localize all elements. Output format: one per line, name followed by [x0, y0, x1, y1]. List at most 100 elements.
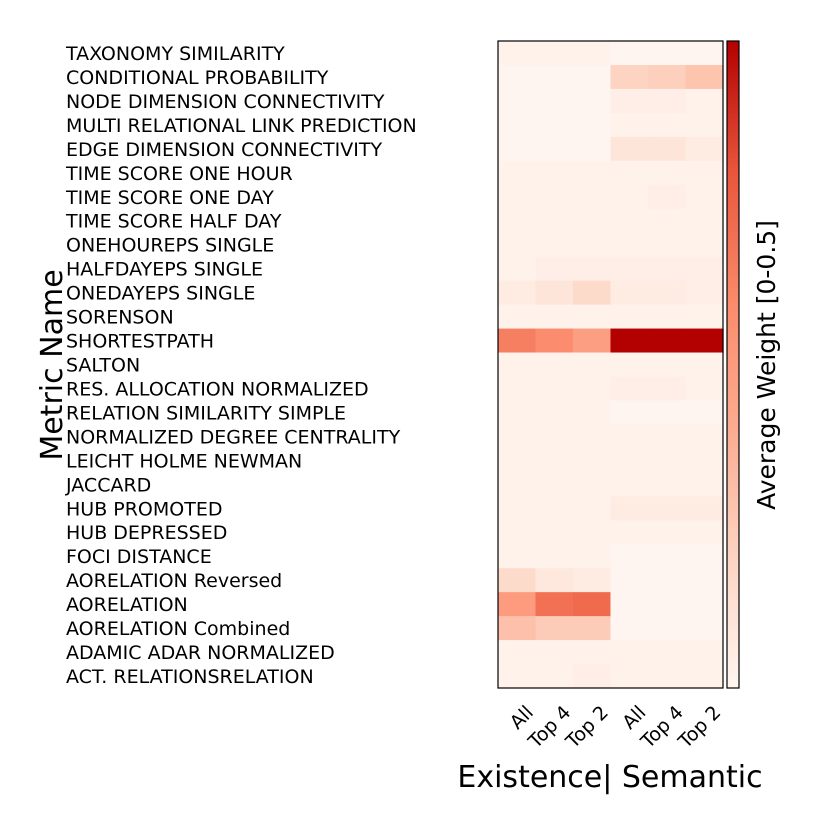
heatmap-cell [498, 520, 537, 545]
row-label: NORMALIZED DEGREE CENTRALITY [66, 426, 401, 448]
heatmap-cell [573, 208, 612, 234]
heatmap-cell [498, 352, 537, 378]
heatmap-cell [535, 544, 574, 569]
heatmap-cells [498, 41, 724, 689]
y-axis-title: Metric Name [35, 269, 70, 460]
heatmap-cell [535, 352, 574, 378]
row-label: LEICHT HOLME NEWMAN [66, 450, 302, 472]
heatmap-cell [685, 616, 724, 641]
row-label: CONDITIONAL PROBABILITY [66, 67, 329, 89]
heatmap-cell [535, 88, 574, 114]
column-label: Top 2 [674, 702, 726, 754]
heatmap-cell [498, 88, 537, 114]
heatmap-cell [648, 112, 687, 138]
heatmap-cell [535, 208, 574, 234]
heatmap-cell [535, 376, 574, 402]
row-label: HUB PROMOTED [66, 498, 222, 520]
heatmap-cell [573, 112, 612, 138]
heatmap-cell [610, 232, 649, 258]
heatmap-cell [648, 424, 687, 449]
heatmap-cell [685, 568, 724, 593]
colorbar [726, 40, 740, 689]
row-label: NODE DIMENSION CONNECTIVITY [66, 91, 385, 113]
heatmap-cell [573, 64, 612, 90]
heatmap-cell [648, 400, 687, 425]
heatmap-cell [610, 664, 649, 689]
heatmap-cell [648, 328, 687, 354]
heatmap-cell [610, 256, 649, 282]
heatmap-cell [648, 136, 687, 162]
row-label: AORELATION Combined [66, 618, 290, 640]
heatmap-cell [610, 328, 649, 354]
heatmap-cell [610, 592, 649, 617]
heatmap-cell [498, 640, 537, 665]
heatmap-cell [610, 88, 649, 114]
heatmap-cell [685, 496, 724, 521]
row-label: JACCARD [65, 474, 151, 496]
heatmap-cell [685, 136, 724, 162]
heatmap-cell [610, 448, 649, 473]
heatmap-cell [535, 592, 574, 617]
heatmap-cell [648, 64, 687, 90]
heatmap-cell [573, 256, 612, 282]
heatmap-cell [535, 400, 574, 425]
heatmap-cell [648, 520, 687, 545]
row-label: AORELATION [66, 594, 188, 616]
heatmap-cell [573, 280, 612, 306]
heatmap-cell [685, 544, 724, 569]
heatmap-cell [610, 640, 649, 665]
heatmap-cell [685, 184, 724, 210]
row-label: SALTON [66, 355, 140, 377]
heatmap-cell [573, 400, 612, 425]
row-label: TIME SCORE ONE HOUR [65, 163, 293, 185]
heatmap-cell [535, 472, 574, 497]
x-axis-title: Existence| Semantic [457, 760, 762, 795]
heatmap-cell [573, 640, 612, 665]
heatmap-cell [535, 160, 574, 186]
heatmap-cell [498, 208, 537, 234]
heatmap-cell [610, 520, 649, 545]
row-label: TIME SCORE ONE DAY [65, 187, 274, 209]
heatmap-cell [685, 232, 724, 258]
heatmap-cell [610, 280, 649, 306]
heatmap-cell [685, 400, 724, 425]
heatmap-cell [535, 304, 574, 330]
heatmap-cell [573, 568, 612, 593]
heatmap-cell [610, 160, 649, 186]
heatmap-cell [648, 664, 687, 689]
heatmap-cell [535, 520, 574, 545]
heatmap-cell [573, 88, 612, 114]
heatmap-cell [685, 160, 724, 186]
row-label: TAXONOMY SIMILARITY [65, 43, 285, 65]
heatmap-cell [573, 136, 612, 162]
heatmap-cell [685, 64, 724, 90]
heatmap-cell [685, 328, 724, 354]
heatmap-cell [535, 328, 574, 354]
heatmap-cell [535, 424, 574, 449]
heatmap-cell [610, 64, 649, 90]
row-label: SHORTESTPATH [66, 331, 214, 353]
heatmap-cell [648, 352, 687, 378]
heatmap-cell [498, 112, 537, 138]
heatmap-cell [648, 640, 687, 665]
row-label: TIME SCORE HALF DAY [65, 211, 282, 233]
heatmap-cell [685, 640, 724, 665]
row-label: ACT. RELATIONSRELATION [66, 666, 314, 688]
heatmap-cell [685, 88, 724, 114]
heatmap-cell [498, 328, 537, 354]
heatmap-cell [573, 472, 612, 497]
heatmap-cell [498, 496, 537, 521]
row-label: HALFDAYEPS SINGLE [66, 259, 263, 281]
heatmap-cell [648, 160, 687, 186]
heatmap-cell [685, 520, 724, 545]
heatmap-cell [648, 472, 687, 497]
heatmap-cell [535, 256, 574, 282]
heatmap-cell [535, 664, 574, 689]
heatmap-cell [535, 232, 574, 258]
heatmap-cell [498, 160, 537, 186]
heatmap-cell [648, 208, 687, 234]
heatmap-cell [535, 640, 574, 665]
heatmap-cell [535, 280, 574, 306]
colorbar-title: Average Weight [0-0.5] [752, 220, 781, 510]
